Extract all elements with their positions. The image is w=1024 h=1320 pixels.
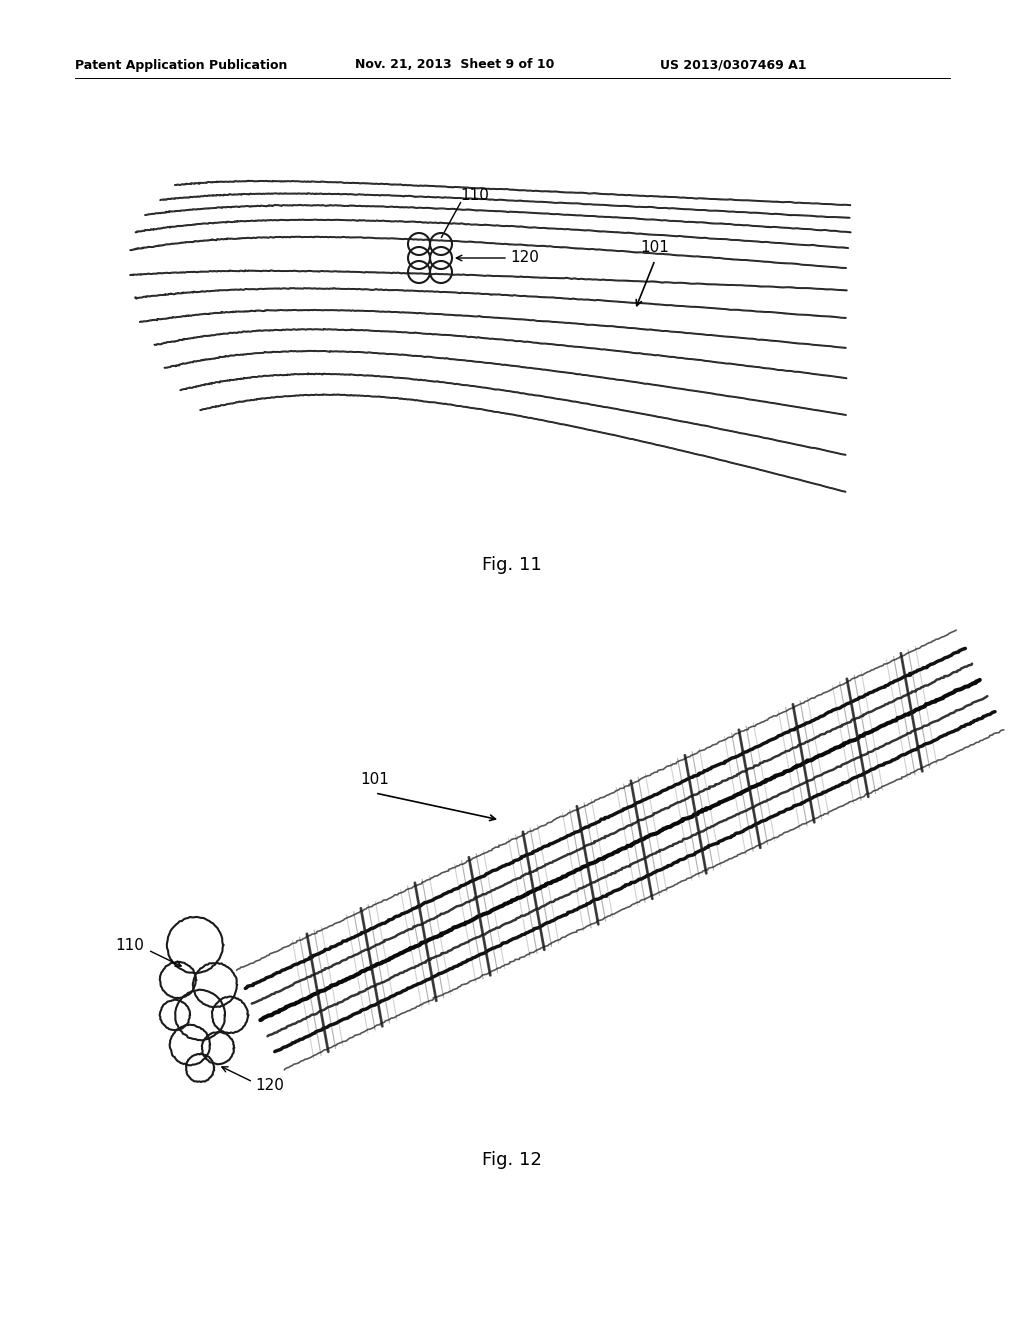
Text: 101: 101 <box>360 772 389 788</box>
Text: 120: 120 <box>510 251 539 265</box>
Text: 120: 120 <box>255 1077 284 1093</box>
Text: US 2013/0307469 A1: US 2013/0307469 A1 <box>660 58 807 71</box>
Text: 110: 110 <box>115 937 144 953</box>
Text: Patent Application Publication: Patent Application Publication <box>75 58 288 71</box>
Text: Fig. 11: Fig. 11 <box>482 556 542 574</box>
Text: Nov. 21, 2013  Sheet 9 of 10: Nov. 21, 2013 Sheet 9 of 10 <box>355 58 554 71</box>
Text: Fig. 12: Fig. 12 <box>482 1151 542 1170</box>
Text: 110: 110 <box>460 187 488 202</box>
Text: 101: 101 <box>640 240 669 256</box>
